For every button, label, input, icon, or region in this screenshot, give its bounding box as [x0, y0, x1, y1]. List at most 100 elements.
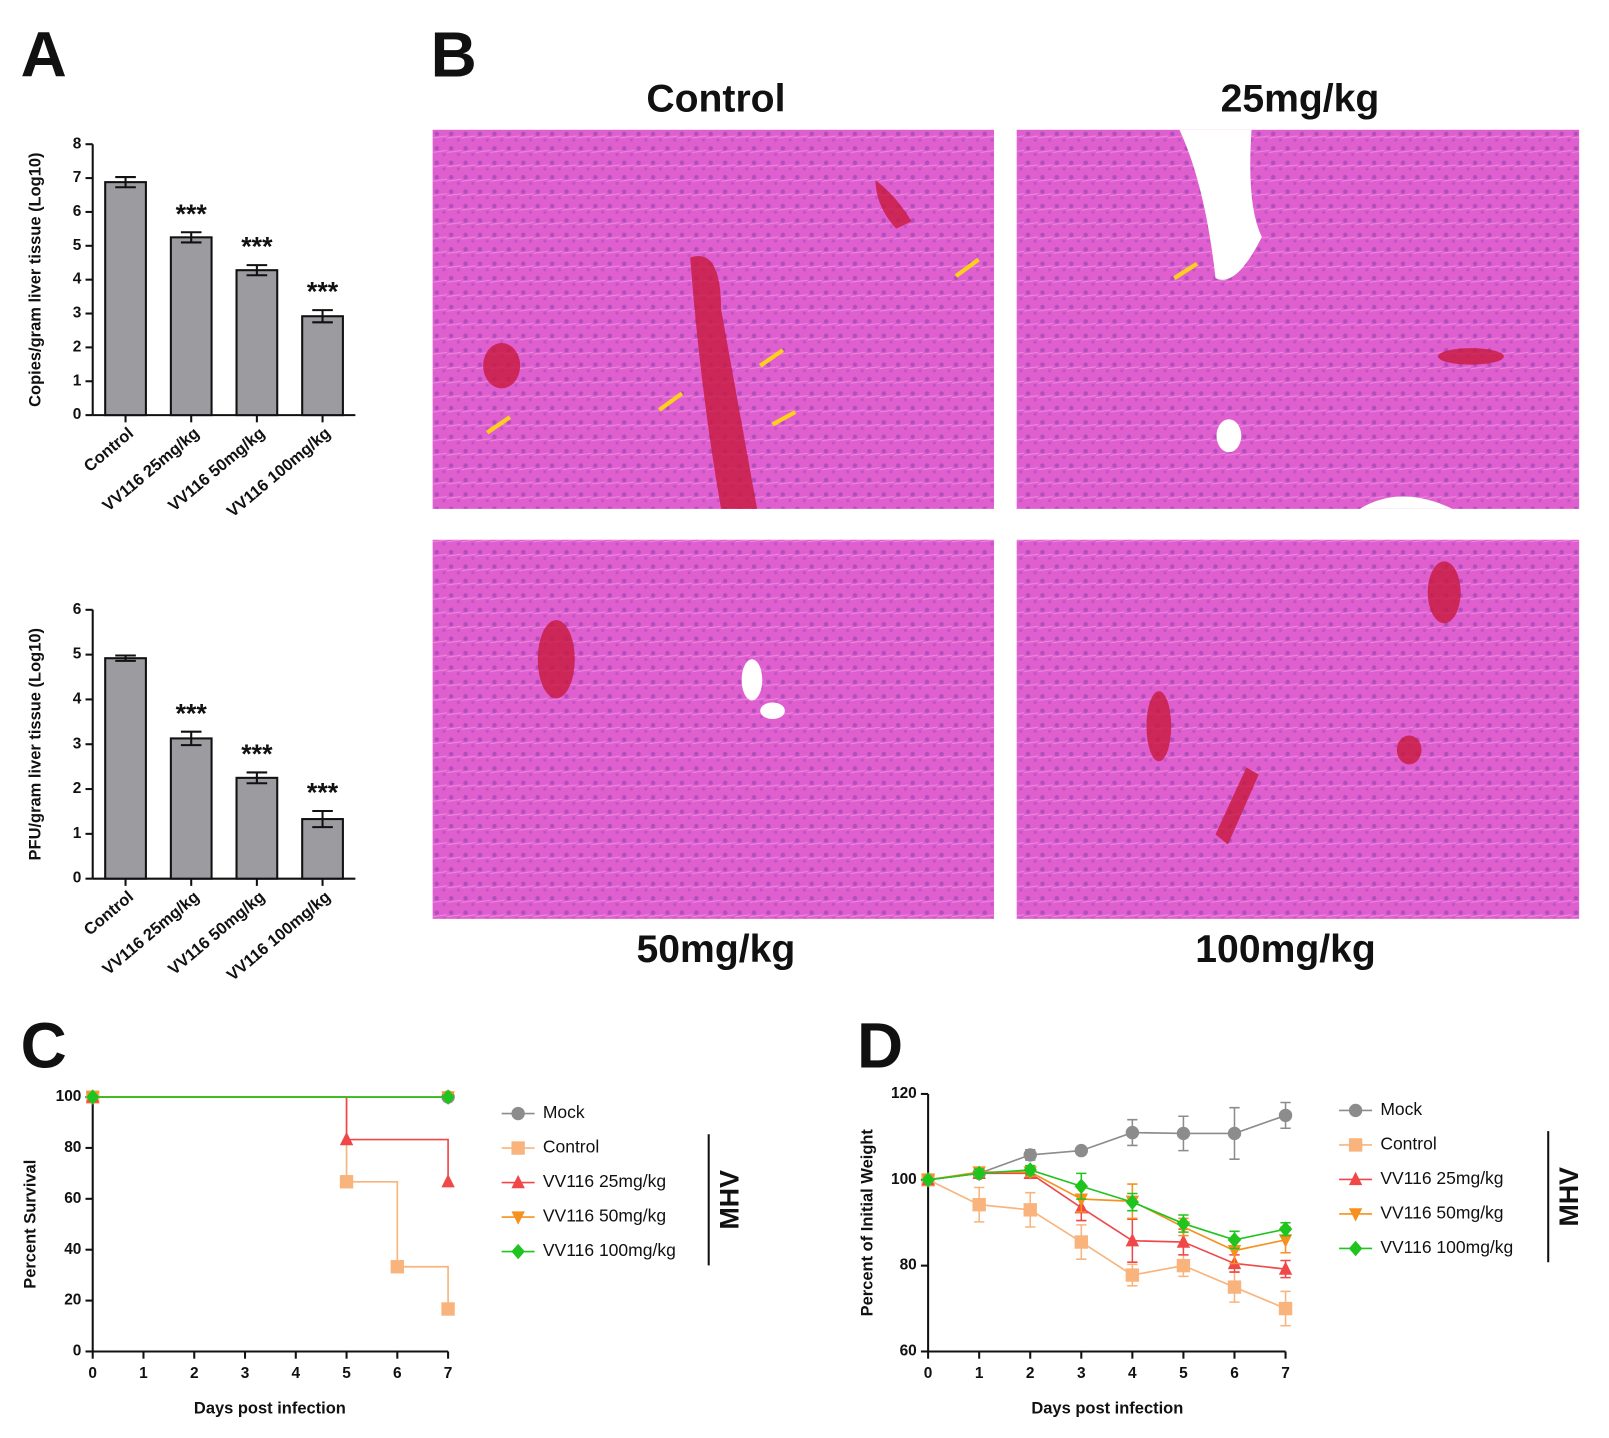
arrow	[1173, 261, 1199, 280]
x-tick-label: 4	[1128, 1365, 1137, 1382]
marker	[1023, 1148, 1037, 1162]
y-tick-label: 20	[64, 1292, 81, 1309]
marker	[1176, 1234, 1191, 1248]
y-tick-label: 3	[73, 735, 82, 752]
legend-marker	[1348, 1138, 1363, 1152]
arrows	[486, 257, 1199, 435]
vessel	[1438, 348, 1504, 365]
legend-marker	[511, 1174, 525, 1189]
histology-title: 50mg/kg	[637, 928, 796, 971]
significance: ***	[307, 778, 339, 808]
marker	[1278, 1234, 1293, 1248]
marker	[1074, 1235, 1088, 1249]
vessel	[875, 180, 912, 229]
bar	[235, 269, 279, 417]
x-tick-label: 5	[342, 1365, 351, 1382]
bar	[235, 776, 279, 880]
y-tick-label: 2	[73, 780, 82, 797]
bar	[104, 181, 147, 417]
y-tick-label: 5	[73, 646, 82, 663]
vessel	[483, 343, 521, 389]
y-tick-label: 5	[73, 237, 82, 254]
y-tick-label: 0	[73, 870, 82, 887]
marker	[86, 1089, 100, 1105]
histology-title: 100mg/kg	[1195, 928, 1376, 971]
y-tick-label: 80	[64, 1139, 81, 1156]
marker	[1227, 1126, 1242, 1141]
y-tick-label: 3	[73, 305, 82, 322]
marker	[441, 1089, 455, 1105]
legend-marker	[511, 1106, 525, 1121]
arrow	[658, 391, 684, 412]
y-tick-label: 6	[73, 601, 82, 618]
marker	[339, 1175, 354, 1189]
legend-group: MHV	[714, 1170, 744, 1230]
marker	[1176, 1215, 1191, 1232]
marker	[339, 1131, 354, 1146]
y-tick-label: 100	[891, 1171, 917, 1188]
y-tick-label: 4	[73, 271, 82, 288]
error-bar	[246, 771, 268, 785]
x-tick-label: 4	[291, 1365, 300, 1382]
legend-marker	[1348, 1171, 1363, 1186]
legend-marker	[1348, 1208, 1363, 1222]
histology-image	[1016, 539, 1580, 919]
series-line	[928, 1169, 1286, 1241]
legend-label: VV116 50mg/kg	[543, 1206, 666, 1226]
x-tick-label: 3	[241, 1365, 250, 1382]
legend-marker	[511, 1243, 525, 1260]
marker	[441, 1302, 455, 1316]
marker	[921, 1172, 935, 1188]
vessel	[690, 256, 758, 509]
bar	[301, 818, 344, 880]
y-tick-label: 80	[900, 1257, 917, 1274]
marker	[972, 1165, 986, 1182]
y-axis-title: Copies/gram liver tissue (Log10)	[26, 152, 44, 406]
x-axis-title: Days post infection	[1031, 1400, 1183, 1418]
x-tick-label: 7	[1281, 1365, 1290, 1382]
y-tick-label: 6	[73, 203, 82, 220]
legend-label: VV116 100mg/kg	[1380, 1237, 1513, 1257]
x-tick-label: 6	[393, 1365, 402, 1382]
histology-image	[1016, 129, 1580, 509]
histology-image	[432, 539, 995, 919]
y-tick-label: 100	[56, 1088, 82, 1105]
legend-label: VV116 50mg/kg	[1380, 1203, 1503, 1223]
marker	[972, 1197, 986, 1212]
series-line	[927, 1179, 1286, 1310]
error-bar	[180, 231, 202, 244]
marker	[1074, 1143, 1088, 1158]
x-tick-label: 5	[1179, 1365, 1188, 1382]
significance: ***	[241, 232, 273, 262]
x-tick-label: 1	[975, 1365, 984, 1382]
x-tick-label: 0	[924, 1365, 933, 1382]
vessel-lumen	[760, 702, 785, 719]
error-bar	[246, 264, 268, 277]
marker	[1278, 1301, 1293, 1316]
legend-label: Mock	[1380, 1099, 1422, 1119]
marker	[1278, 1221, 1293, 1237]
legend-label: VV116 100mg/kg	[543, 1240, 676, 1260]
marker	[1227, 1232, 1242, 1248]
histology-images	[432, 129, 1580, 919]
marker	[1278, 1261, 1293, 1275]
vessel	[1396, 735, 1422, 765]
y-tick-label: 0	[73, 406, 82, 423]
x-tick-label: 1	[139, 1365, 148, 1382]
y-tick-label: 4	[73, 691, 82, 708]
y-tick-label: 8	[73, 135, 82, 152]
error-bar	[115, 176, 136, 189]
legend-label: Control	[1380, 1134, 1436, 1154]
panel-label: D	[857, 1010, 903, 1082]
x-tick-label: 2	[1026, 1365, 1035, 1382]
y-tick-label: 0	[73, 1343, 82, 1360]
series-line	[928, 1114, 1286, 1181]
legend-marker	[1348, 1240, 1363, 1257]
significance: ***	[307, 277, 339, 307]
panel-label: C	[21, 1010, 67, 1082]
vessel-lumen	[1179, 129, 1262, 280]
legend-label: VV116 25mg/kg	[543, 1171, 666, 1191]
legend-marker	[511, 1211, 525, 1225]
